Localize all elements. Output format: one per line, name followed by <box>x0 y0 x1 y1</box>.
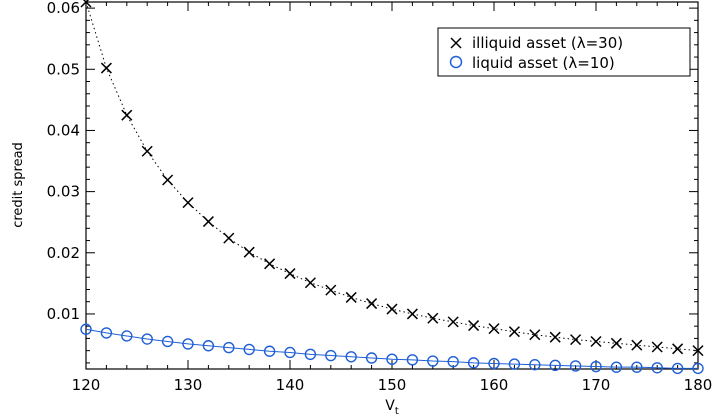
liquid-point <box>365 352 378 364</box>
liquid-point <box>631 361 643 373</box>
x-tick-label: 140 <box>276 376 305 394</box>
x-tick-label: 120 <box>72 376 101 394</box>
illiquid-point <box>427 312 439 324</box>
liquid-point <box>121 330 133 342</box>
illiquid-point <box>366 298 378 310</box>
illiquid-point <box>386 303 398 315</box>
legend-box <box>437 27 691 77</box>
liquid-point <box>263 345 276 357</box>
x-tick-label: 160 <box>480 376 509 394</box>
liquid-point <box>80 323 92 335</box>
illiquid-point <box>162 174 174 186</box>
illiquid-point <box>182 197 194 209</box>
liquid-point <box>427 355 439 367</box>
x-tick-label: 150 <box>378 376 407 394</box>
legend-marker-liquid <box>449 55 463 69</box>
liquid-point <box>488 357 500 370</box>
illiquid-point <box>121 109 133 121</box>
y-tick-label: 0.05 <box>47 60 80 78</box>
illiquid-point <box>345 291 357 303</box>
data-markers <box>80 0 704 375</box>
liquid-point <box>692 362 704 375</box>
liquid-point <box>284 346 296 359</box>
liquid-point <box>304 348 317 361</box>
illiquid-point <box>549 331 561 343</box>
liquid-point <box>406 354 419 366</box>
liquid-point <box>141 333 153 345</box>
legend-marker-illiquid <box>450 37 462 49</box>
y-tick-label: 0.01 <box>47 305 80 323</box>
liquid-point <box>549 359 561 372</box>
y-tick-label: 0.02 <box>47 244 80 262</box>
illiquid-point <box>264 258 276 270</box>
illiquid-point <box>284 268 296 280</box>
illiquid-point <box>508 326 520 338</box>
liquid-point <box>325 349 337 362</box>
x-tick-label: 130 <box>174 376 203 394</box>
illiquid-point <box>672 343 684 355</box>
axis-ticks <box>85 2 699 369</box>
y-tick-label: 0.04 <box>47 121 80 139</box>
legend: illiquid asset (λ=30) liquid asset (λ=10… <box>437 27 691 77</box>
y-axis-label: credit spread <box>11 142 26 228</box>
illiquid-point <box>692 345 704 357</box>
x-axis-label: Vt <box>385 398 399 417</box>
illiquid-point <box>590 335 602 348</box>
liquid-point <box>100 327 113 339</box>
series-line-1 <box>85 328 698 369</box>
liquid-point <box>529 359 541 371</box>
liquid-point <box>447 355 459 368</box>
liquid-point <box>590 360 602 373</box>
y-tick-label: 0.06 <box>47 0 80 17</box>
illiquid-point <box>610 337 622 349</box>
liquid-point <box>467 357 480 369</box>
illiquid-point <box>406 308 418 320</box>
illiquid-point <box>570 334 582 346</box>
legend-label-illiquid: illiquid asset (λ=30) <box>472 34 623 52</box>
illiquid-point <box>243 246 255 258</box>
liquid-point <box>202 340 215 352</box>
liquid-point <box>386 353 398 365</box>
illiquid-point <box>631 339 643 351</box>
liquid-point <box>508 358 521 370</box>
illiquid-point <box>202 216 214 228</box>
illiquid-point <box>100 62 112 74</box>
liquid-point <box>671 362 684 375</box>
liquid-point <box>610 361 623 373</box>
illiquid-point <box>325 284 337 296</box>
illiquid-point <box>447 316 459 328</box>
liquid-point <box>161 335 174 348</box>
illiquid-point <box>223 232 235 244</box>
illiquid-point <box>80 0 92 8</box>
illiquid-point <box>468 320 480 332</box>
series-lines <box>85 1 699 369</box>
illiquid-point <box>651 341 663 353</box>
legend-label-liquid: liquid asset (λ=10) <box>472 54 615 72</box>
illiquid-point <box>529 329 541 341</box>
liquid-point <box>345 351 357 363</box>
x-tick-label: 170 <box>582 376 611 394</box>
axis-tick-labels: 120 130 140 150 160 170 180 0.01 0.02 0.03 0.04 0.0… <box>47 0 712 394</box>
liquid-point <box>223 341 235 354</box>
liquid-point <box>651 362 663 374</box>
y-tick-label: 0.03 <box>47 183 80 201</box>
liquid-point <box>182 338 194 350</box>
liquid-point <box>569 360 582 372</box>
illiquid-point <box>488 323 500 335</box>
illiquid-point <box>304 277 316 289</box>
liquid-point <box>243 343 255 356</box>
illiquid-point <box>141 145 153 157</box>
x-tick-label: 180 <box>684 376 712 394</box>
